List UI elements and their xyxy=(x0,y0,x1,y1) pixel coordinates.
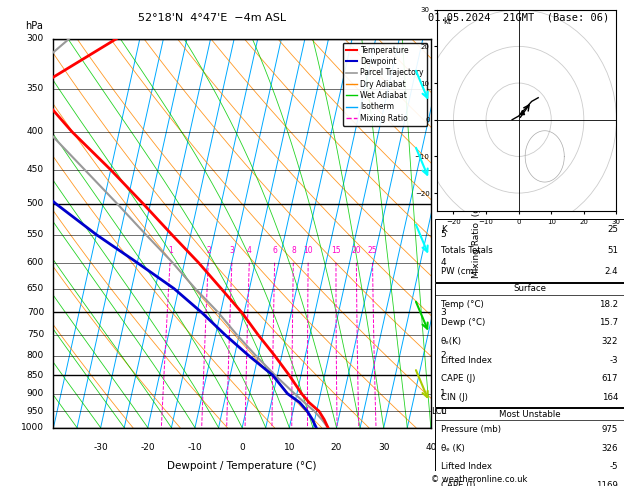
Text: Dewpoint / Temperature (°C): Dewpoint / Temperature (°C) xyxy=(167,461,317,471)
Text: 850: 850 xyxy=(27,371,44,380)
Text: 4: 4 xyxy=(247,246,252,255)
Text: 450: 450 xyxy=(27,165,44,174)
Text: -30: -30 xyxy=(93,443,108,452)
Text: 20: 20 xyxy=(352,246,361,255)
Bar xyxy=(435,408,624,486)
Text: kt: kt xyxy=(443,17,452,26)
Text: -5: -5 xyxy=(610,462,618,471)
Text: 1169: 1169 xyxy=(596,481,618,486)
Text: 800: 800 xyxy=(27,351,44,360)
Text: 400: 400 xyxy=(27,127,44,136)
Text: Lifted Index: Lifted Index xyxy=(441,462,492,471)
Text: 15.7: 15.7 xyxy=(599,318,618,327)
Text: 8: 8 xyxy=(291,246,296,255)
Text: 900: 900 xyxy=(27,389,44,398)
Text: θₑ (K): θₑ (K) xyxy=(441,444,465,452)
Text: 1: 1 xyxy=(168,246,173,255)
Text: 10: 10 xyxy=(303,246,313,255)
Text: 01.05.2024  21GMT  (Base: 06): 01.05.2024 21GMT (Base: 06) xyxy=(428,12,610,22)
Text: Surface: Surface xyxy=(513,284,546,293)
Text: CIN (J): CIN (J) xyxy=(441,393,468,402)
Bar xyxy=(435,283,624,407)
Text: Lifted Index: Lifted Index xyxy=(441,356,492,364)
Text: 10: 10 xyxy=(284,443,295,452)
Text: 6: 6 xyxy=(440,165,446,174)
Text: 25: 25 xyxy=(608,225,618,234)
Text: 0: 0 xyxy=(440,407,446,416)
Text: 500: 500 xyxy=(27,199,44,208)
Text: 300: 300 xyxy=(27,35,44,43)
Text: -10: -10 xyxy=(187,443,203,452)
Text: 2.4: 2.4 xyxy=(604,267,618,276)
Text: 326: 326 xyxy=(602,444,618,452)
Text: -20: -20 xyxy=(140,443,155,452)
Text: -3: -3 xyxy=(610,356,618,364)
Text: 25: 25 xyxy=(368,246,377,255)
Text: 18.2: 18.2 xyxy=(599,300,618,309)
Legend: Temperature, Dewpoint, Parcel Trajectory, Dry Adiabat, Wet Adiabat, Isotherm, Mi: Temperature, Dewpoint, Parcel Trajectory… xyxy=(343,43,427,125)
Text: 4: 4 xyxy=(440,258,446,267)
Text: 2: 2 xyxy=(440,351,446,360)
Text: 700: 700 xyxy=(27,308,44,317)
Text: 750: 750 xyxy=(27,330,44,339)
Text: LCL: LCL xyxy=(431,407,447,417)
Text: Dewp (°C): Dewp (°C) xyxy=(441,318,485,327)
Text: K: K xyxy=(441,225,447,234)
Text: 617: 617 xyxy=(602,374,618,383)
Text: 350: 350 xyxy=(27,84,44,93)
Text: Most Unstable: Most Unstable xyxy=(499,410,560,418)
Text: 3: 3 xyxy=(230,246,235,255)
Text: Pressure (mb): Pressure (mb) xyxy=(441,425,501,434)
Text: 40: 40 xyxy=(425,443,437,452)
Text: Mixing Ratio  (g/kg): Mixing Ratio (g/kg) xyxy=(472,189,481,278)
Text: 15: 15 xyxy=(331,246,341,255)
Text: 20: 20 xyxy=(331,443,342,452)
Text: 322: 322 xyxy=(602,337,618,346)
Text: Temp (°C): Temp (°C) xyxy=(441,300,484,309)
Text: 3: 3 xyxy=(440,308,446,317)
Text: 0: 0 xyxy=(239,443,245,452)
Text: PW (cm): PW (cm) xyxy=(441,267,477,276)
Text: 2: 2 xyxy=(206,246,211,255)
Text: 550: 550 xyxy=(27,230,44,239)
Text: © weatheronline.co.uk: © weatheronline.co.uk xyxy=(431,474,528,484)
Text: 51: 51 xyxy=(608,245,618,255)
Text: 600: 600 xyxy=(27,258,44,267)
Text: 8: 8 xyxy=(440,84,446,93)
Text: 975: 975 xyxy=(602,425,618,434)
Text: hPa: hPa xyxy=(25,21,43,31)
Text: 950: 950 xyxy=(27,407,44,416)
Text: 1: 1 xyxy=(440,389,446,398)
Text: 7: 7 xyxy=(440,127,446,136)
Text: 6: 6 xyxy=(272,246,277,255)
Text: km
ASL: km ASL xyxy=(446,11,465,31)
Text: 52°18'N  4°47'E  −4m ASL: 52°18'N 4°47'E −4m ASL xyxy=(138,13,286,23)
Text: 650: 650 xyxy=(27,284,44,293)
Text: CAPE (J): CAPE (J) xyxy=(441,481,476,486)
Text: 1000: 1000 xyxy=(21,423,44,432)
Text: 164: 164 xyxy=(602,393,618,402)
Text: θₑ(K): θₑ(K) xyxy=(441,337,462,346)
Text: Totals Totals: Totals Totals xyxy=(441,245,493,255)
Text: CAPE (J): CAPE (J) xyxy=(441,374,476,383)
Bar xyxy=(435,219,624,281)
Text: 30: 30 xyxy=(378,443,389,452)
Text: 5: 5 xyxy=(440,230,446,239)
